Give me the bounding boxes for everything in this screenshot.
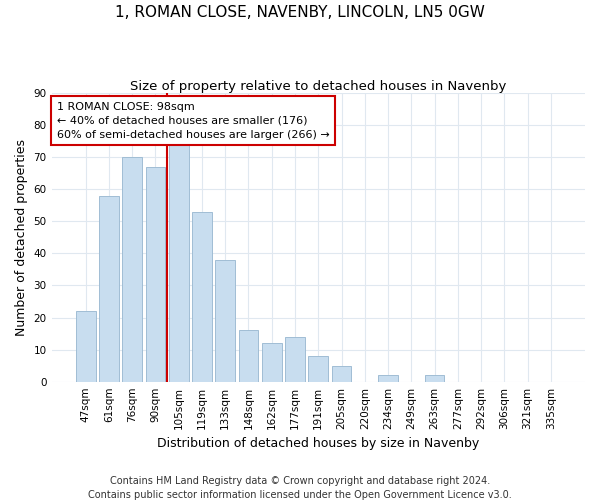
X-axis label: Distribution of detached houses by size in Navenby: Distribution of detached houses by size … <box>157 437 479 450</box>
Title: Size of property relative to detached houses in Navenby: Size of property relative to detached ho… <box>130 80 506 93</box>
Bar <box>122 157 142 382</box>
Bar <box>425 376 445 382</box>
Bar <box>262 343 281 382</box>
Bar <box>99 196 119 382</box>
Bar <box>215 260 235 382</box>
Bar <box>169 141 188 382</box>
Bar <box>332 366 352 382</box>
Bar <box>76 311 95 382</box>
Bar <box>308 356 328 382</box>
Text: Contains HM Land Registry data © Crown copyright and database right 2024.
Contai: Contains HM Land Registry data © Crown c… <box>88 476 512 500</box>
Bar <box>378 376 398 382</box>
Text: 1 ROMAN CLOSE: 98sqm
← 40% of detached houses are smaller (176)
60% of semi-deta: 1 ROMAN CLOSE: 98sqm ← 40% of detached h… <box>57 102 329 140</box>
Text: 1, ROMAN CLOSE, NAVENBY, LINCOLN, LN5 0GW: 1, ROMAN CLOSE, NAVENBY, LINCOLN, LN5 0G… <box>115 5 485 20</box>
Bar <box>146 167 166 382</box>
Bar <box>285 337 305 382</box>
Bar <box>192 212 212 382</box>
Y-axis label: Number of detached properties: Number of detached properties <box>15 139 28 336</box>
Bar <box>239 330 259 382</box>
